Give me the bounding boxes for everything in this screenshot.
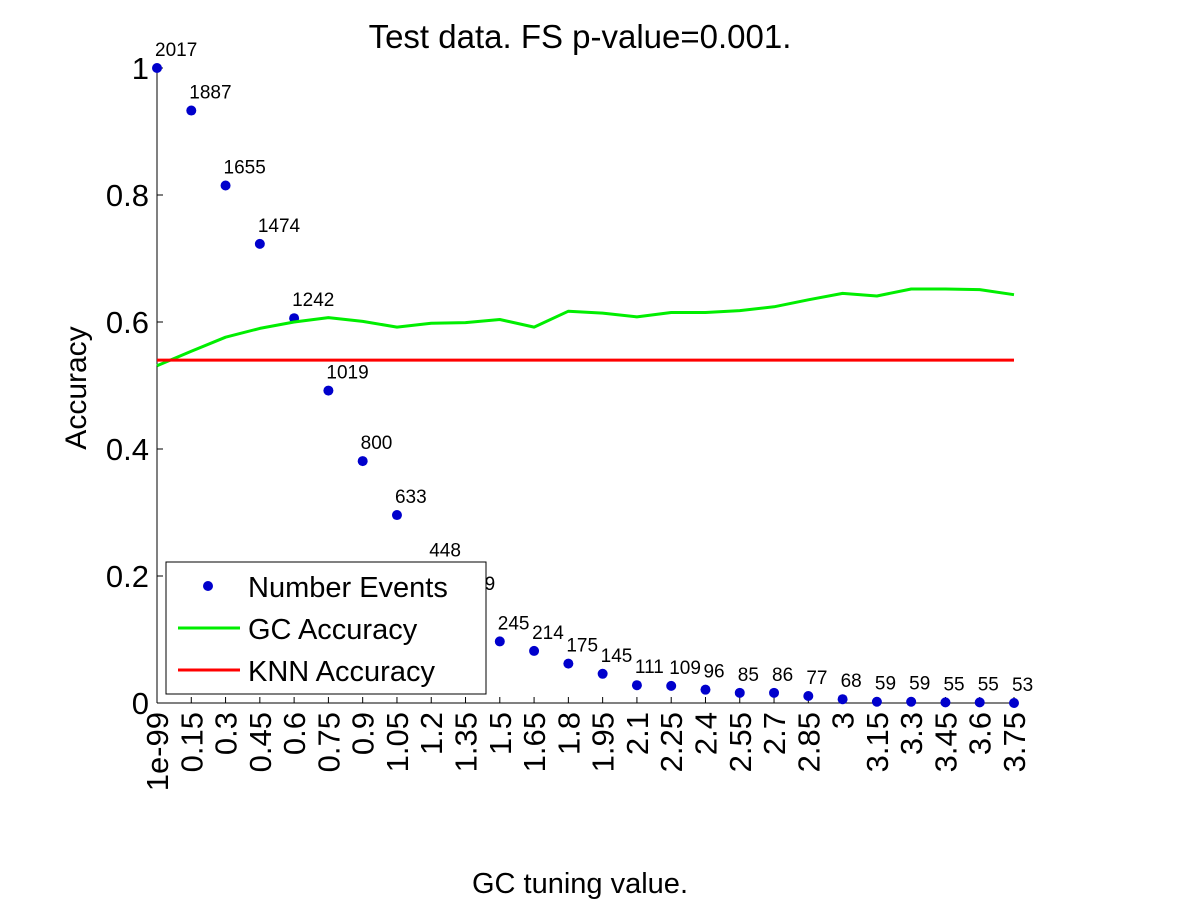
data-point (631, 680, 642, 691)
y-tick-label: 0.4 (106, 432, 149, 467)
data-point (734, 687, 745, 698)
x-tick-label: 3.45 (928, 712, 963, 772)
data-point-label: 245 (498, 613, 530, 634)
data-point (700, 684, 711, 695)
x-tick-label: 1.2 (414, 712, 449, 755)
x-tick-label: 2.55 (723, 712, 758, 772)
data-point (529, 645, 540, 656)
data-point-label: 85 (738, 665, 759, 686)
data-point (803, 691, 814, 702)
point-labels: 2017188716551474124210198006334483492452… (155, 40, 1033, 696)
x-tick-label: 1.5 (483, 712, 518, 755)
x-tick-label: 2.4 (688, 712, 723, 755)
x-tick-label: 0.6 (277, 712, 312, 755)
y-tick-label: 0.2 (106, 559, 149, 594)
legend-label-knn-accuracy: KNN Accuracy (248, 656, 435, 688)
legend-label-number-events: Number Events (248, 572, 448, 604)
data-point-label: 55 (943, 674, 964, 695)
data-point-label: 145 (601, 646, 633, 667)
data-point (494, 636, 505, 647)
data-point-label: 59 (909, 674, 930, 695)
x-tick-label: 2.25 (654, 712, 689, 772)
data-point-label: 111 (635, 657, 664, 678)
data-point (1009, 698, 1019, 708)
data-point (563, 658, 574, 669)
y-tick-label: 0.6 (106, 305, 149, 340)
x-tick-label: 0.45 (243, 712, 278, 772)
legend-label-gc-accuracy: GC Accuracy (248, 614, 418, 646)
data-point-label: 1655 (224, 157, 266, 178)
x-tick-label: 1.05 (380, 712, 415, 772)
data-point (940, 697, 951, 708)
y-axis-ticks: 0 0.2 0.4 0.6 0.8 1 (106, 51, 163, 721)
data-point-label: 55 (978, 674, 999, 695)
y-tick-label: 1 (132, 51, 149, 86)
data-point-label: 53 (1012, 675, 1033, 696)
data-point (323, 385, 334, 396)
x-tick-label: 3.75 (997, 712, 1032, 772)
x-tick-label: 1e-99 (140, 712, 175, 791)
data-point-label: 448 (429, 540, 461, 561)
data-point (391, 510, 402, 521)
data-point-label: 214 (532, 623, 564, 644)
y-tick-label: 0 (132, 686, 149, 721)
legend: Number Events GC Accuracy KNN Accuracy (165, 561, 487, 695)
data-point-label: 1474 (258, 216, 301, 237)
data-point-label: 1887 (189, 83, 231, 104)
data-point-label: 86 (772, 665, 793, 686)
data-point (357, 456, 368, 467)
data-point (254, 238, 265, 249)
data-point-label: 1019 (326, 363, 368, 384)
x-tick-label: 1.65 (517, 712, 552, 772)
data-point (769, 687, 780, 698)
data-point-label: 59 (875, 674, 896, 695)
x-tick-label: 1.35 (449, 712, 484, 772)
x-tick-label: 1.8 (551, 712, 586, 755)
y-axis-label: Accuracy (60, 326, 93, 449)
x-tick-label: 2.1 (620, 712, 655, 755)
data-point (871, 696, 882, 707)
data-point-label: 77 (806, 668, 827, 689)
y-tick-label: 0.8 (106, 178, 149, 213)
data-point-label: 96 (703, 662, 724, 683)
x-tick-label: 0.75 (311, 712, 346, 772)
legend-marker-number-events (203, 581, 213, 591)
x-tick-label: 3.3 (894, 712, 929, 755)
x-tick-label: 0.15 (174, 712, 209, 772)
data-point (186, 105, 197, 116)
x-axis-label: GC tuning value. (472, 868, 688, 900)
x-tick-label: 2.7 (757, 712, 792, 755)
data-point (152, 63, 162, 73)
data-point-label: 2017 (155, 40, 197, 61)
x-tick-label: 3.15 (860, 712, 895, 772)
x-tick-label: 0.9 (346, 712, 381, 755)
data-point (666, 680, 677, 691)
data-point-label: 68 (841, 671, 862, 692)
chart-title: Test data. FS p-value=0.001. (369, 18, 792, 55)
data-point-label: 800 (361, 433, 393, 454)
data-point (906, 696, 917, 707)
x-tick-label: 2.85 (791, 712, 826, 772)
data-point (220, 180, 231, 191)
series-line-gc-accuracy (156, 287, 1015, 368)
x-tick-label: 3.6 (963, 712, 998, 755)
x-tick-label: 0.3 (209, 712, 244, 755)
data-point-label: 175 (566, 636, 598, 657)
data-point-label: 633 (395, 487, 427, 508)
x-axis-ticks: 1e-99 0.15 0.3 0.45 0.6 0.75 0.9 1.05 1.2 1.35 1.5… (140, 697, 1032, 791)
data-point (597, 668, 608, 679)
data-point (974, 697, 985, 708)
x-tick-label: 3 (826, 712, 861, 729)
data-point (837, 694, 848, 705)
x-tick-label: 1.95 (586, 712, 621, 772)
data-point-label: 1242 (292, 290, 334, 311)
data-point-label: 109 (669, 658, 701, 679)
